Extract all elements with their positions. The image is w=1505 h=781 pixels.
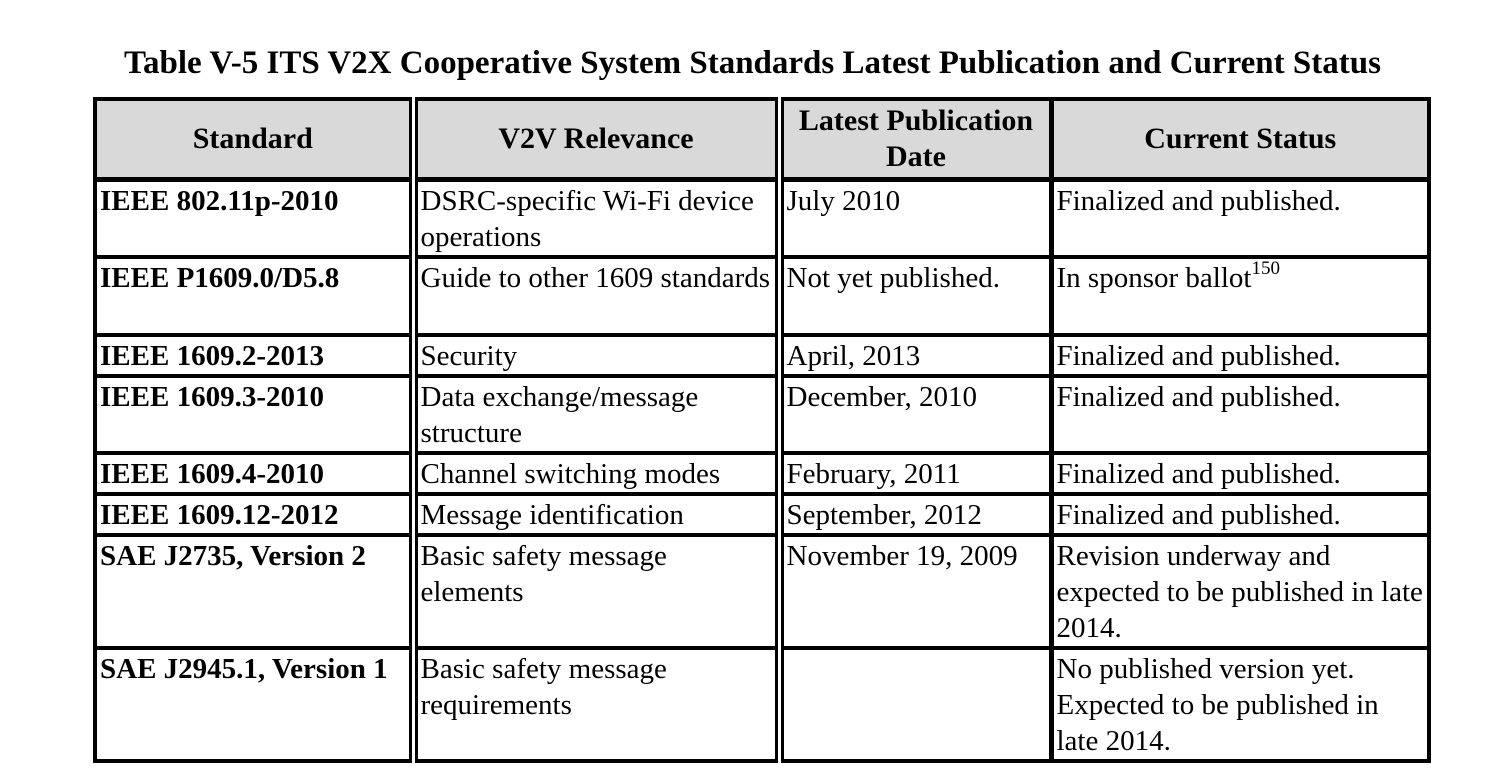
column-header-current-status: Current Status [1048,99,1429,182]
cell-publication-date: November 19, 2009 [774,533,1051,648]
table-row: IEEE 1609.3-2010 Data exchange/message s… [95,374,1429,453]
cell-current-status: Revision underway and expected to be pub… [1048,533,1429,648]
header-row: Standard V2V Relevance Latest Publicatio… [95,99,1429,182]
column-header-publication-date: Latest Publication Date [774,99,1051,182]
cell-publication-date: December, 2010 [774,374,1051,453]
cell-current-status: Finalized and published. [1048,451,1429,494]
cell-relevance: Security [408,333,779,376]
cell-current-status: Finalized and published. [1048,177,1429,257]
cell-current-status: No published version yet. Expected to be… [1048,646,1429,761]
cell-relevance: Channel switching modes [408,451,779,494]
cell-standard: IEEE 802.11p-2010 [95,177,413,257]
cell-current-status: Finalized and published. [1048,333,1429,376]
cell-publication-date: February, 2011 [774,451,1051,494]
table-row: IEEE 1609.2-2013 Security April, 2013 Fi… [95,333,1429,376]
table-row: IEEE 1609.4-2010 Channel switching modes… [95,451,1429,494]
cell-current-status: Finalized and published. [1048,374,1429,453]
cell-standard: SAE J2945.1, Version 1 [95,646,413,761]
cell-relevance: Data exchange/message structure [408,374,779,453]
cell-standard: SAE J2735, Version 2 [95,533,413,648]
cell-standard: IEEE 1609.4-2010 [95,451,413,494]
status-text: In sponsor ballot [1056,262,1252,294]
cell-publication-date: July 2010 [774,177,1051,257]
cell-standard: IEEE 1609.2-2013 [95,333,413,376]
cell-standard: IEEE P1609.0/D5.8 [95,255,413,335]
cell-relevance: Basic safety message elements [408,533,779,648]
cell-standard: IEEE 1609.12-2012 [95,492,413,535]
standards-table: Standard V2V Relevance Latest Publicatio… [93,97,1431,763]
table-title: Table V-5 ITS V2X Cooperative System Sta… [124,45,1381,81]
cell-standard: IEEE 1609.3-2010 [95,374,413,453]
cell-current-status: Finalized and published. [1048,492,1429,535]
cell-relevance: DSRC-specific Wi-Fi device operations [408,177,779,257]
cell-relevance: Basic safety message requirements [408,646,779,761]
table-row: IEEE 1609.12-2012 Message identification… [95,492,1429,535]
cell-publication-date: Not yet published. [774,255,1051,335]
footnote-reference: 150 [1251,258,1280,279]
cell-relevance: Message identification [408,492,779,535]
column-header-standard: Standard [95,99,413,182]
cell-publication-date: April, 2013 [774,333,1051,376]
column-header-relevance: V2V Relevance [408,99,779,182]
table-row: IEEE P1609.0/D5.8 Guide to other 1609 st… [95,255,1429,335]
table-row: SAE J2735, Version 2 Basic safety messag… [95,533,1429,648]
table-row: SAE J2945.1, Version 1 Basic safety mess… [95,646,1429,761]
cell-publication-date [774,646,1051,761]
cell-current-status: In sponsor ballot150 [1048,255,1429,335]
cell-relevance: Guide to other 1609 standards [408,255,779,335]
cell-publication-date: September, 2012 [774,492,1051,535]
table-row: IEEE 802.11p-2010 DSRC-specific Wi-Fi de… [95,177,1429,257]
